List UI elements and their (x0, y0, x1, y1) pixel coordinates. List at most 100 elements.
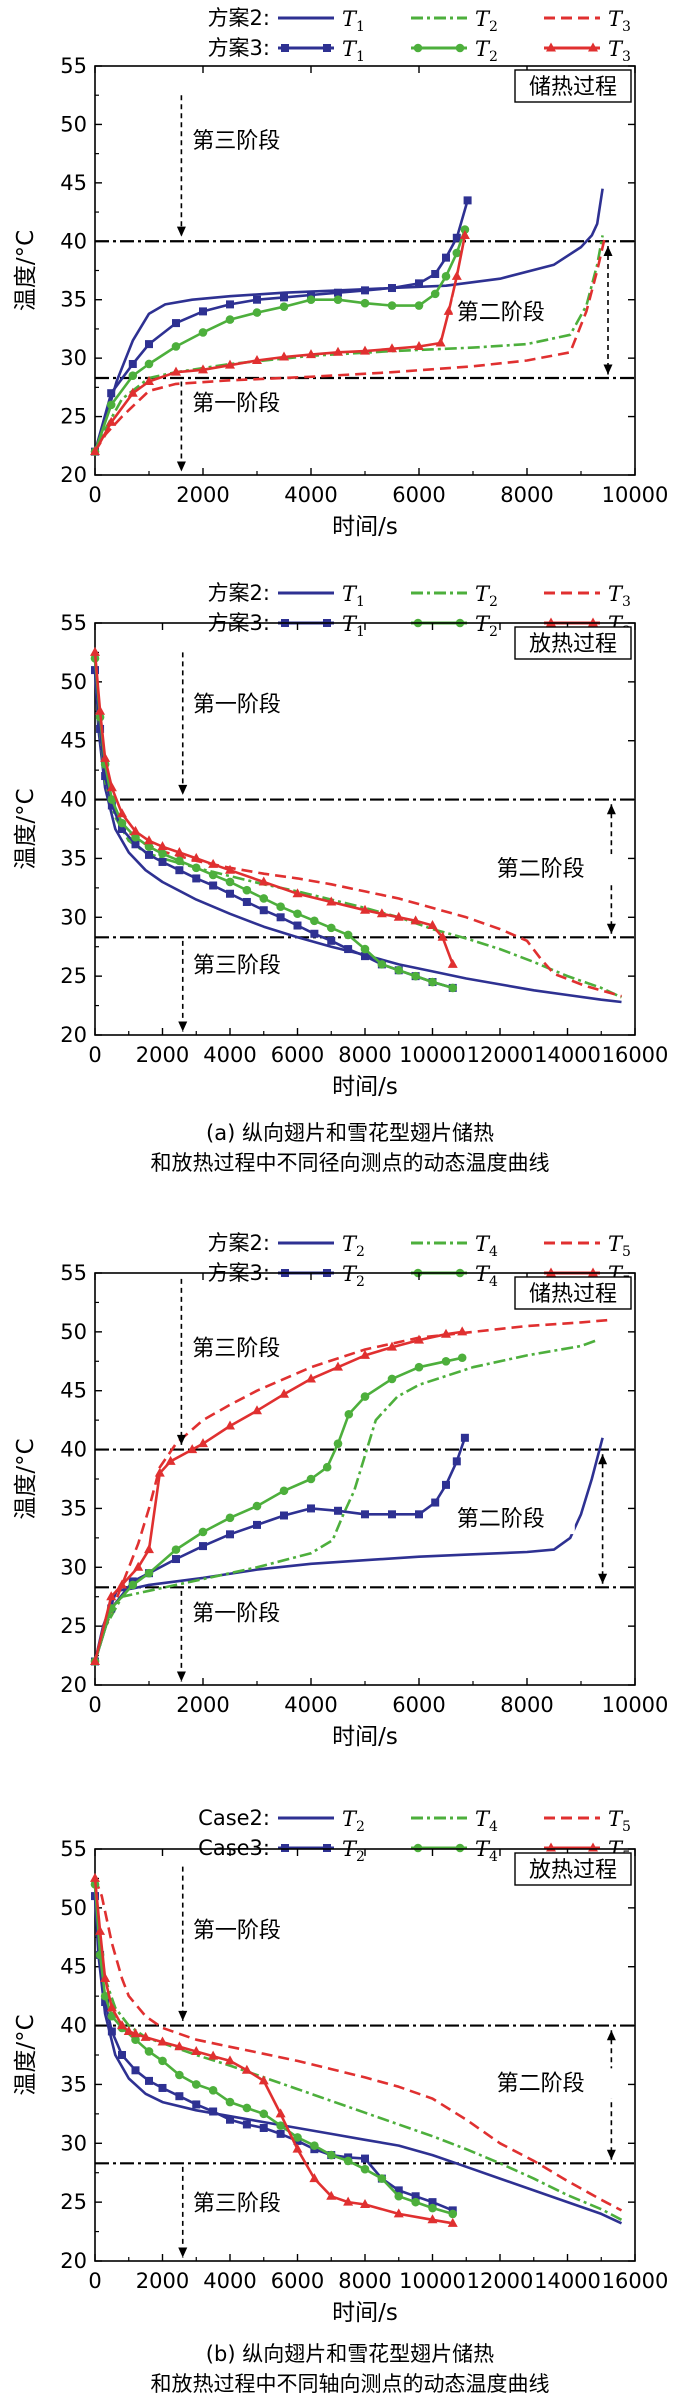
legend-entry-subscript: 1 (356, 49, 365, 65)
stage-label: 第一阶段 (192, 1601, 280, 1626)
series-5-point (279, 1486, 289, 1496)
legend-marker (455, 1843, 465, 1853)
series-6-point (208, 858, 219, 868)
stage-arrow-head (178, 2247, 188, 2258)
legend-row-label: 方案2: (208, 1231, 270, 1255)
series-5-point (106, 400, 116, 410)
y-axis-label: 温度/°C (13, 230, 39, 311)
series-4-point (259, 2123, 268, 2132)
stage-label: 第一阶段 (193, 1918, 281, 1943)
series-6-point (187, 1444, 198, 1454)
series-5-point (252, 1501, 262, 1511)
legend-entry-subscript: 2 (489, 19, 498, 35)
series-4-point (253, 295, 261, 304)
series-6-point (198, 1438, 208, 1448)
series-4-point (388, 284, 396, 293)
x-tick-label: 8000 (500, 1693, 553, 1717)
process-label: 放热过程 (529, 1858, 617, 1883)
stage-arrow-head (606, 2030, 616, 2041)
y-tick-label: 40 (60, 229, 87, 253)
series-4-point (131, 2066, 140, 2075)
x-tick-label: 6000 (271, 2269, 324, 2293)
series-6-point (106, 416, 117, 426)
series-5-point (310, 916, 319, 926)
y-tick-label: 45 (60, 729, 87, 753)
series-6-point (258, 2075, 269, 2085)
series-5-point (293, 2133, 302, 2142)
series-5-point (322, 1462, 332, 1472)
legend-entry-label: T2 (475, 612, 498, 640)
legend-entry-subscript: 4 (489, 1819, 498, 1835)
legend-entry-label: T4 (475, 1262, 498, 1290)
chart-panel-3: 方案2:T2T4T5方案3:T2T4T502000400060008000100… (13, 1231, 668, 1750)
legend-marker (281, 44, 289, 52)
y-tick-label: 40 (60, 2014, 87, 2038)
legend-marker (546, 1267, 556, 1277)
series-5-point (457, 1353, 467, 1363)
stage-label: 第一阶段 (192, 392, 280, 417)
series-4-point (415, 1510, 423, 1519)
stage-label-bg (452, 1504, 575, 1535)
caption-b: (b) 纵向翅片和雪花型翅片储热 和放热过程中不同轴向测点的动态温度曲线 (0, 2339, 700, 2399)
series-6-point (174, 2041, 185, 2051)
series-5-point (158, 2056, 167, 2066)
caption-a: (a) 纵向翅片和雪花型翅片储热 和放热过程中不同径向测点的动态温度曲线 (0, 1118, 700, 1178)
series-4-point (101, 772, 110, 781)
legend-marker (413, 1843, 423, 1853)
series-5-point (377, 960, 387, 969)
series-6-point (279, 1388, 289, 1398)
series-5-point (430, 289, 440, 299)
series-4-point (175, 866, 184, 875)
series-line-1 (93, 1437, 604, 1662)
stage-label: 第一阶段 (193, 692, 281, 717)
series-4-point (209, 2107, 218, 2116)
series-6-point (360, 2198, 370, 2208)
x-tick-label: 14000 (534, 2269, 601, 2293)
series-6-point (457, 1326, 468, 1336)
stage-label-bg (188, 125, 311, 156)
series-6-point (90, 1872, 100, 1882)
legend-row-label: 方案2: (208, 6, 270, 30)
series-4-point (145, 340, 153, 349)
legend-marker (588, 617, 598, 627)
series-4-point (394, 2186, 403, 2195)
chart-panel-1: 方案2: T1 T2 T3 方案3: T1 T2 T3 0 2000 4000 6000 8000 100… (13, 6, 668, 540)
series-4-point (199, 1542, 207, 1551)
series-5-point (191, 863, 201, 873)
series-6-point (309, 2173, 320, 2183)
series-6-point (140, 2031, 151, 2041)
series-6-point (130, 2028, 141, 2038)
y-tick-label: 55 (60, 1837, 87, 1861)
series-4-point (131, 840, 140, 849)
series-6-point (106, 782, 117, 792)
series-4-point (226, 1530, 234, 1539)
legend-marker (455, 43, 465, 53)
stage-label: 第二阶段 (457, 1507, 545, 1532)
y-tick-label: 20 (60, 2249, 87, 2273)
series-5-point (242, 2103, 252, 2113)
y-tick-label: 30 (60, 346, 87, 370)
series-6-point (106, 1591, 117, 1601)
series-6-point (225, 359, 235, 369)
caption-a-line2: 和放热过程中不同径向测点的动态温度曲线 (150, 1151, 550, 1175)
series-4-point (107, 389, 116, 398)
series-4-point (118, 825, 126, 833)
x-tick-label: 0 (88, 1693, 101, 1717)
stage-label: 第二阶段 (497, 2071, 585, 2096)
x-tick-label: 16000 (602, 2269, 669, 2293)
series-5-point (441, 1356, 451, 1366)
legend-entry-label: T2 (342, 1807, 365, 1835)
series-6-point (144, 835, 154, 845)
caption-b-line1: (b) 纵向翅片和雪花型翅片储热 (205, 2342, 495, 2366)
x-tick-label: 4000 (284, 1693, 337, 1717)
x-tick-label: 14000 (534, 1043, 601, 1067)
series-4-point (253, 1520, 261, 1529)
plot-frame (94, 65, 636, 476)
series-5-point (293, 909, 302, 919)
series-line-3 (93, 1318, 609, 1662)
stage-label-bg (188, 388, 311, 419)
series-6-point (90, 446, 100, 456)
x-axis-label: 时间/s (332, 1074, 398, 1100)
legend-entry-subscript: 5 (622, 1244, 631, 1260)
series-4-point (293, 921, 302, 930)
